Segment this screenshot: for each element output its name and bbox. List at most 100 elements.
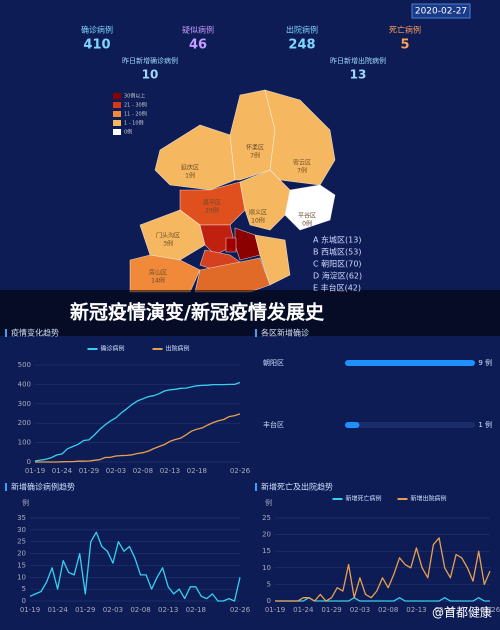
x-tick-label: 02-13 — [406, 606, 426, 614]
x-tick-label: 02-08 — [133, 467, 153, 475]
x-tick-label: 01-24 — [47, 606, 68, 614]
x-tick-label: 02-08 — [130, 606, 150, 614]
legend-label: 0例 — [124, 129, 132, 136]
y-axis-label: 例 — [22, 498, 29, 507]
x-tick-label: 01-19 — [265, 606, 285, 614]
new-stat-label: 昨日新增出院病例 — [330, 56, 386, 65]
map — [129, 89, 336, 293]
y-tick-label: 500 — [18, 361, 31, 369]
y-tick-label: 0 — [27, 458, 31, 466]
x-tick-label: 01-19 — [20, 606, 40, 614]
y-tick-label: 30 — [17, 526, 26, 534]
stat-value: 46 — [189, 38, 207, 53]
series-line — [34, 381, 241, 462]
y-tick-label: 400 — [18, 380, 31, 388]
y-axis-label: 例 — [265, 498, 272, 507]
banner-bg — [0, 290, 500, 336]
chart-title: 新增确诊病例趋势 — [11, 482, 75, 492]
y-tick-label: 5 — [267, 580, 271, 588]
y-tick-label: 5 — [22, 585, 26, 593]
district-name: 延庆区 — [181, 164, 199, 172]
stat-value: 5 — [400, 38, 409, 53]
district-name: 密云区 — [293, 159, 311, 167]
watermark: @首都健康 — [432, 605, 492, 620]
district-name: 昌平区 — [203, 200, 221, 207]
x-tick-label: 02-18 — [435, 606, 455, 614]
district-name: 怀柔区 — [246, 144, 264, 152]
x-tick-label: 01-19 — [25, 467, 45, 475]
district — [239, 169, 291, 231]
y-tick-label: 200 — [18, 419, 31, 427]
new-stat-value: 13 — [350, 68, 367, 82]
bar-value-label: 1 例 — [478, 420, 492, 429]
x-tick-label: 02-03 — [106, 467, 126, 475]
stat-value: 248 — [288, 38, 315, 53]
legend-label: 新增出院病例 — [411, 495, 447, 503]
stat-label: 死亡病例 — [389, 25, 421, 35]
legend-label: 30例以上 — [124, 93, 145, 100]
legend-label: 新增死亡病例 — [346, 495, 382, 503]
district-list-item: E 丰台区(42) — [313, 283, 361, 293]
district — [225, 237, 237, 253]
district — [154, 124, 236, 191]
district — [254, 234, 291, 286]
x-tick-label: 02-26 — [230, 606, 251, 614]
x-tick-label: 01-29 — [79, 467, 99, 475]
district-list-item: D 海淀区(62) — [313, 271, 362, 281]
legend-swatch — [113, 129, 121, 135]
district-count: 1例 — [185, 172, 195, 180]
chart-title: 各区新增确诊 — [261, 328, 309, 338]
district-name: 门头沟区 — [156, 232, 180, 240]
legend-label: 11 - 20例 — [124, 111, 147, 118]
x-tick-label: 02-13 — [160, 467, 180, 475]
y-tick-label: 20 — [17, 550, 26, 558]
panel-marker — [5, 329, 7, 337]
x-tick-label: 02-26 — [230, 467, 251, 475]
district-count: 14例 — [151, 277, 165, 285]
legend-swatch — [113, 111, 121, 117]
district-count: 7例 — [250, 152, 260, 160]
district-count: 3例 — [163, 240, 173, 248]
legend-label: 出院病例 — [166, 345, 190, 353]
stat-label: 疑似病例 — [182, 25, 214, 35]
y-tick-label: 15 — [17, 561, 26, 569]
district-count: 29例 — [205, 207, 219, 215]
x-tick-label: 02-03 — [350, 606, 370, 614]
stat-label: 确诊病例 — [81, 25, 113, 35]
district-name: 房山区 — [149, 269, 167, 277]
x-tick-label: 01-24 — [52, 467, 73, 475]
x-tick-label: 02-03 — [103, 606, 123, 614]
stat-label: 出院病例 — [286, 25, 318, 35]
district-list-item: C 朝阳区(70) — [313, 260, 362, 269]
y-tick-label: 25 — [262, 514, 271, 522]
legend-label: 21 - 30例 — [124, 102, 147, 109]
series-line — [29, 531, 241, 602]
district-name: 顺义区 — [249, 210, 267, 217]
x-tick-label: 02-18 — [187, 467, 207, 475]
x-tick-label: 01-24 — [293, 606, 314, 614]
panel-marker — [255, 329, 257, 337]
legend-label: 1 - 10例 — [124, 120, 144, 127]
y-tick-label: 25 — [17, 538, 26, 546]
district-name: 平谷区 — [298, 212, 316, 220]
y-tick-label: 10 — [17, 573, 26, 581]
series-line — [275, 537, 491, 602]
district-list-item: A 东城区(13) — [313, 235, 361, 245]
legend-swatch — [113, 102, 121, 108]
date: 2020-02-27 — [415, 7, 467, 17]
x-tick-label: 02-08 — [378, 606, 398, 614]
bar — [345, 422, 360, 428]
y-tick-label: 100 — [18, 439, 31, 447]
bar — [345, 360, 475, 366]
panel-marker — [255, 483, 257, 491]
x-tick-label: 02-13 — [158, 606, 178, 614]
x-tick-label: 02-26 — [480, 606, 500, 614]
y-tick-label: 35 — [17, 514, 26, 522]
legend-swatch — [113, 120, 121, 126]
district-count: 10例 — [251, 217, 265, 225]
banner-title: 新冠疫情演变/新冠疫情发展史 — [70, 301, 325, 324]
x-tick-label: 01-29 — [75, 606, 95, 614]
y-tick-label: 20 — [262, 531, 271, 539]
y-tick-label: 10 — [262, 564, 271, 572]
